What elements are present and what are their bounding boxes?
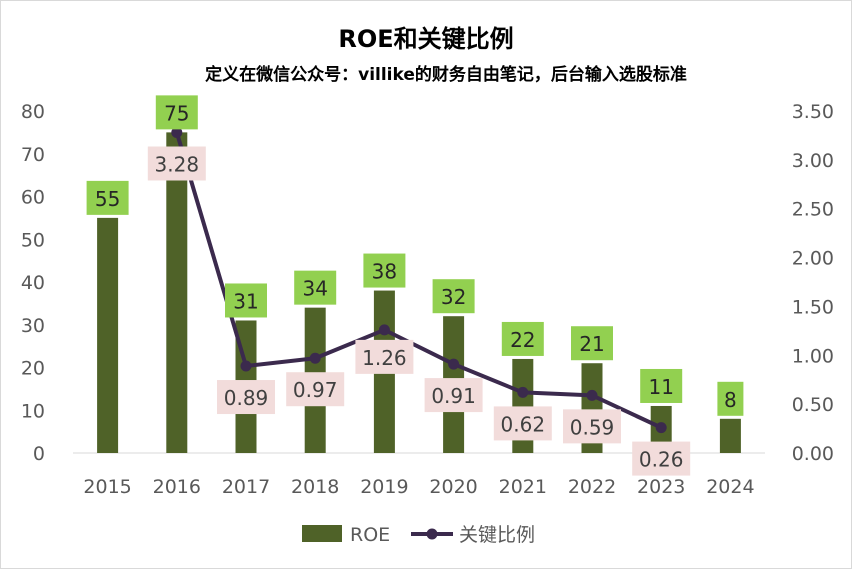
chart-subtitle: 定义在微信公众号：villike的财务自由笔记，后台输入选股标准 <box>205 65 687 85</box>
ratio-label-box <box>632 441 691 476</box>
x-tick-label: 2021 <box>499 476 547 498</box>
x-tick-label: 2023 <box>637 476 685 498</box>
chart-title: ROE和关键比例 <box>338 25 514 53</box>
roe-data-label: 55 <box>95 187 120 211</box>
roe-label-box <box>501 321 544 356</box>
ratio-data-label: 1.26 <box>362 346 407 370</box>
y-right-tick-label: 0.50 <box>792 394 834 416</box>
x-tick-label: 2017 <box>222 476 270 498</box>
roe-data-label: 31 <box>233 289 258 313</box>
roe-bar <box>719 418 741 453</box>
y-left-tick-label: 70 <box>21 144 45 166</box>
y-right-tick-label: 1.00 <box>792 345 834 367</box>
x-tick-label: 2016 <box>153 476 201 498</box>
y-right-tick-label: 3.00 <box>792 150 834 172</box>
ratio-label-box <box>147 146 206 181</box>
roe-data-label: 11 <box>648 375 673 399</box>
legend-ratio-marker <box>426 528 438 540</box>
ratio-label-box <box>493 406 552 441</box>
roe-label-box <box>225 283 267 318</box>
y-left-tick-label: 60 <box>21 187 45 209</box>
ratio-label-box <box>217 380 275 415</box>
ratio-point <box>240 360 252 372</box>
y-left-tick-label: 0 <box>33 443 45 465</box>
y-left-tick-label: 20 <box>21 358 45 380</box>
ratio-line <box>174 131 663 430</box>
roe-label-box <box>432 279 475 314</box>
roe-data-label: 8 <box>724 388 737 412</box>
ratio-point <box>586 389 598 401</box>
legend-ratio-label: 关键比例 <box>459 524 535 546</box>
ratio-data-label: 0.62 <box>501 412 546 436</box>
roe-bar <box>166 132 188 453</box>
y-left-tick-label: 80 <box>21 101 45 123</box>
x-tick-label: 2020 <box>429 476 477 498</box>
ratio-data-label: 0.59 <box>570 415 615 439</box>
y-right-tick-label: 2.50 <box>792 199 834 221</box>
ratio-label-box <box>355 339 414 374</box>
y-left-tick-label: 50 <box>21 229 45 251</box>
x-tick-label: 2015 <box>83 476 131 498</box>
y-right-tick-label: 0.00 <box>792 443 834 465</box>
roe-data-label: 21 <box>579 332 604 356</box>
x-tick-label: 2024 <box>706 476 754 498</box>
y-left-tick-label: 10 <box>21 400 45 422</box>
roe-data-label: 22 <box>510 328 535 352</box>
ratio-data-label: 0.97 <box>293 378 338 402</box>
ratio-data-label: 0.26 <box>639 448 684 472</box>
ratio-point <box>517 386 529 398</box>
roe-label-box <box>717 381 744 416</box>
roe-label-box <box>86 180 129 215</box>
roe-data-label: 32 <box>441 285 466 309</box>
x-tick-label: 2019 <box>360 476 408 498</box>
roe-label-box <box>640 368 683 403</box>
roe-label-box <box>294 270 337 305</box>
y-left-tick-label: 30 <box>21 315 45 337</box>
ratio-label-box <box>424 378 483 413</box>
ratio-point <box>655 422 667 434</box>
roe-label-box <box>155 95 198 130</box>
y-right-tick-label: 1.50 <box>792 296 834 318</box>
ratio-point <box>309 352 321 364</box>
ratio-data-label: 0.91 <box>431 384 476 408</box>
x-tick-label: 2018 <box>291 476 339 498</box>
legend-roe-label: ROE <box>350 524 390 546</box>
ratio-point <box>448 358 460 370</box>
ratio-label-box <box>563 409 621 444</box>
legend-roe-swatch <box>302 525 342 542</box>
y-left-tick-label: 40 <box>21 272 45 294</box>
ratio-label-box <box>286 372 345 407</box>
roe-data-label: 34 <box>302 277 327 301</box>
ratio-data-label: 3.28 <box>155 152 200 176</box>
roe-data-label: 38 <box>372 260 397 284</box>
y-right-tick-label: 2.00 <box>792 248 834 270</box>
ratio-point <box>378 324 390 336</box>
roe-data-label: 75 <box>164 101 189 125</box>
roe-label-box <box>571 326 613 361</box>
x-tick-label: 2022 <box>568 476 616 498</box>
ratio-data-label: 0.89 <box>224 386 269 410</box>
ratio-point <box>171 126 183 138</box>
roe-bar <box>97 217 119 453</box>
y-right-tick-label: 3.50 <box>792 101 834 123</box>
roe-label-box <box>363 253 406 288</box>
